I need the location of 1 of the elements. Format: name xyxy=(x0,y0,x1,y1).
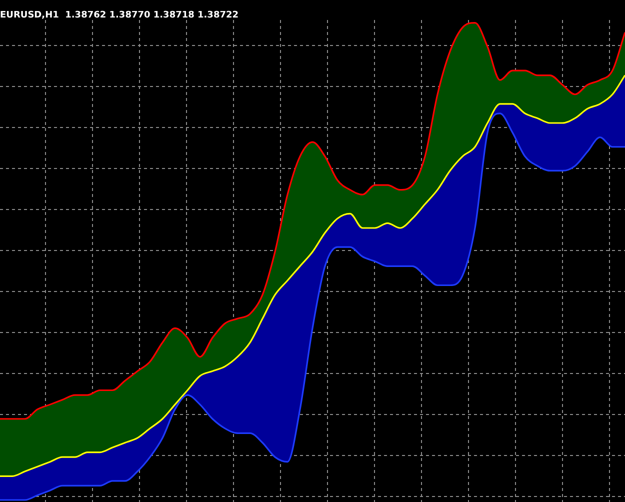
chart-title: EURUSD,H1 1.38762 1.38770 1.38718 1.38722 xyxy=(0,10,238,21)
